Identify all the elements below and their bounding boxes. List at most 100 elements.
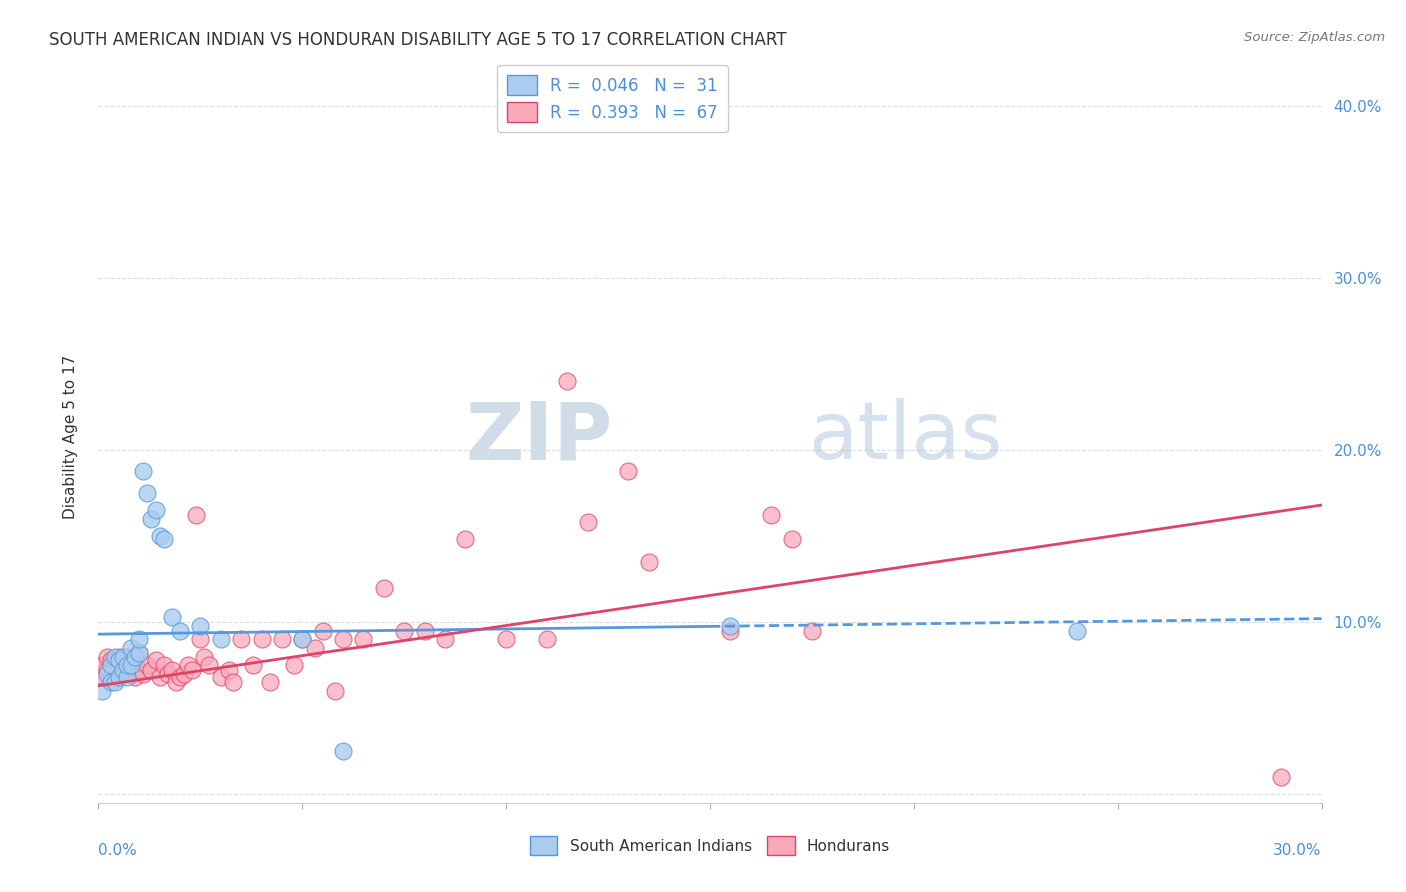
- Point: [120, 658, 142, 673]
- Point: [91, 658, 114, 673]
- Point: [100, 675, 122, 690]
- Point: [128, 646, 150, 660]
- Text: 0.0%: 0.0%: [98, 843, 138, 858]
- Point: [132, 464, 155, 478]
- Point: [108, 649, 131, 664]
- Point: [96, 666, 118, 681]
- Point: [392, 624, 416, 638]
- Point: [555, 374, 579, 388]
- Point: [100, 670, 122, 684]
- Point: [108, 653, 131, 667]
- Point: [780, 533, 803, 547]
- Point: [186, 508, 208, 523]
- Point: [332, 632, 354, 647]
- Point: [323, 684, 346, 698]
- Point: [1270, 770, 1292, 784]
- Point: [128, 663, 150, 677]
- Point: [304, 640, 326, 655]
- Point: [120, 653, 142, 667]
- Point: [332, 744, 354, 758]
- Text: atlas: atlas: [808, 398, 1002, 476]
- Point: [108, 670, 131, 684]
- Point: [115, 658, 138, 673]
- Text: 30.0%: 30.0%: [1274, 843, 1322, 858]
- Point: [96, 663, 118, 677]
- Point: [149, 670, 172, 684]
- Point: [132, 666, 155, 681]
- Point: [718, 624, 742, 638]
- Point: [283, 658, 305, 673]
- Point: [222, 675, 245, 690]
- Legend: South American Indians, Hondurans: South American Indians, Hondurans: [524, 830, 896, 861]
- Text: Source: ZipAtlas.com: Source: ZipAtlas.com: [1244, 31, 1385, 45]
- Point: [617, 464, 640, 478]
- Y-axis label: Disability Age 5 to 17: Disability Age 5 to 17: [63, 355, 77, 519]
- Point: [120, 666, 142, 681]
- Point: [111, 658, 134, 673]
- Point: [124, 649, 146, 664]
- Point: [536, 632, 558, 647]
- Point: [104, 649, 127, 664]
- Point: [104, 658, 127, 673]
- Point: [141, 663, 163, 677]
- Point: [188, 632, 212, 647]
- Point: [576, 516, 599, 530]
- Point: [193, 649, 215, 664]
- Text: SOUTH AMERICAN INDIAN VS HONDURAN DISABILITY AGE 5 TO 17 CORRELATION CHART: SOUTH AMERICAN INDIAN VS HONDURAN DISABI…: [49, 31, 787, 49]
- Point: [104, 666, 127, 681]
- Point: [197, 658, 219, 673]
- Point: [250, 632, 273, 647]
- Point: [160, 663, 183, 677]
- Point: [169, 624, 191, 638]
- Point: [413, 624, 436, 638]
- Point: [156, 666, 179, 681]
- Point: [104, 675, 127, 690]
- Point: [242, 658, 264, 673]
- Point: [270, 632, 294, 647]
- Point: [218, 663, 240, 677]
- Point: [120, 640, 142, 655]
- Point: [312, 624, 335, 638]
- Point: [454, 533, 477, 547]
- Point: [188, 618, 212, 632]
- Point: [495, 632, 517, 647]
- Point: [169, 670, 191, 684]
- Point: [761, 508, 783, 523]
- Point: [434, 632, 457, 647]
- Point: [100, 658, 122, 673]
- Point: [96, 649, 118, 664]
- Point: [128, 646, 150, 660]
- Point: [801, 624, 824, 638]
- Point: [152, 533, 174, 547]
- Point: [352, 632, 374, 647]
- Point: [136, 486, 159, 500]
- Point: [181, 663, 204, 677]
- Point: [115, 670, 138, 684]
- Point: [209, 632, 232, 647]
- Text: ZIP: ZIP: [465, 398, 612, 476]
- Point: [145, 653, 167, 667]
- Point: [124, 670, 146, 684]
- Point: [291, 632, 314, 647]
- Point: [108, 670, 131, 684]
- Point: [160, 610, 183, 624]
- Point: [173, 666, 195, 681]
- Point: [91, 684, 114, 698]
- Point: [111, 663, 134, 677]
- Point: [231, 632, 253, 647]
- Point: [145, 503, 167, 517]
- Point: [1066, 624, 1088, 638]
- Point: [91, 670, 114, 684]
- Point: [373, 581, 395, 595]
- Point: [149, 529, 172, 543]
- Point: [259, 675, 281, 690]
- Point: [291, 632, 314, 647]
- Point: [177, 658, 200, 673]
- Point: [165, 675, 187, 690]
- Point: [128, 632, 150, 647]
- Point: [136, 658, 159, 673]
- Point: [718, 618, 742, 632]
- Point: [152, 658, 174, 673]
- Point: [115, 663, 138, 677]
- Point: [111, 649, 134, 664]
